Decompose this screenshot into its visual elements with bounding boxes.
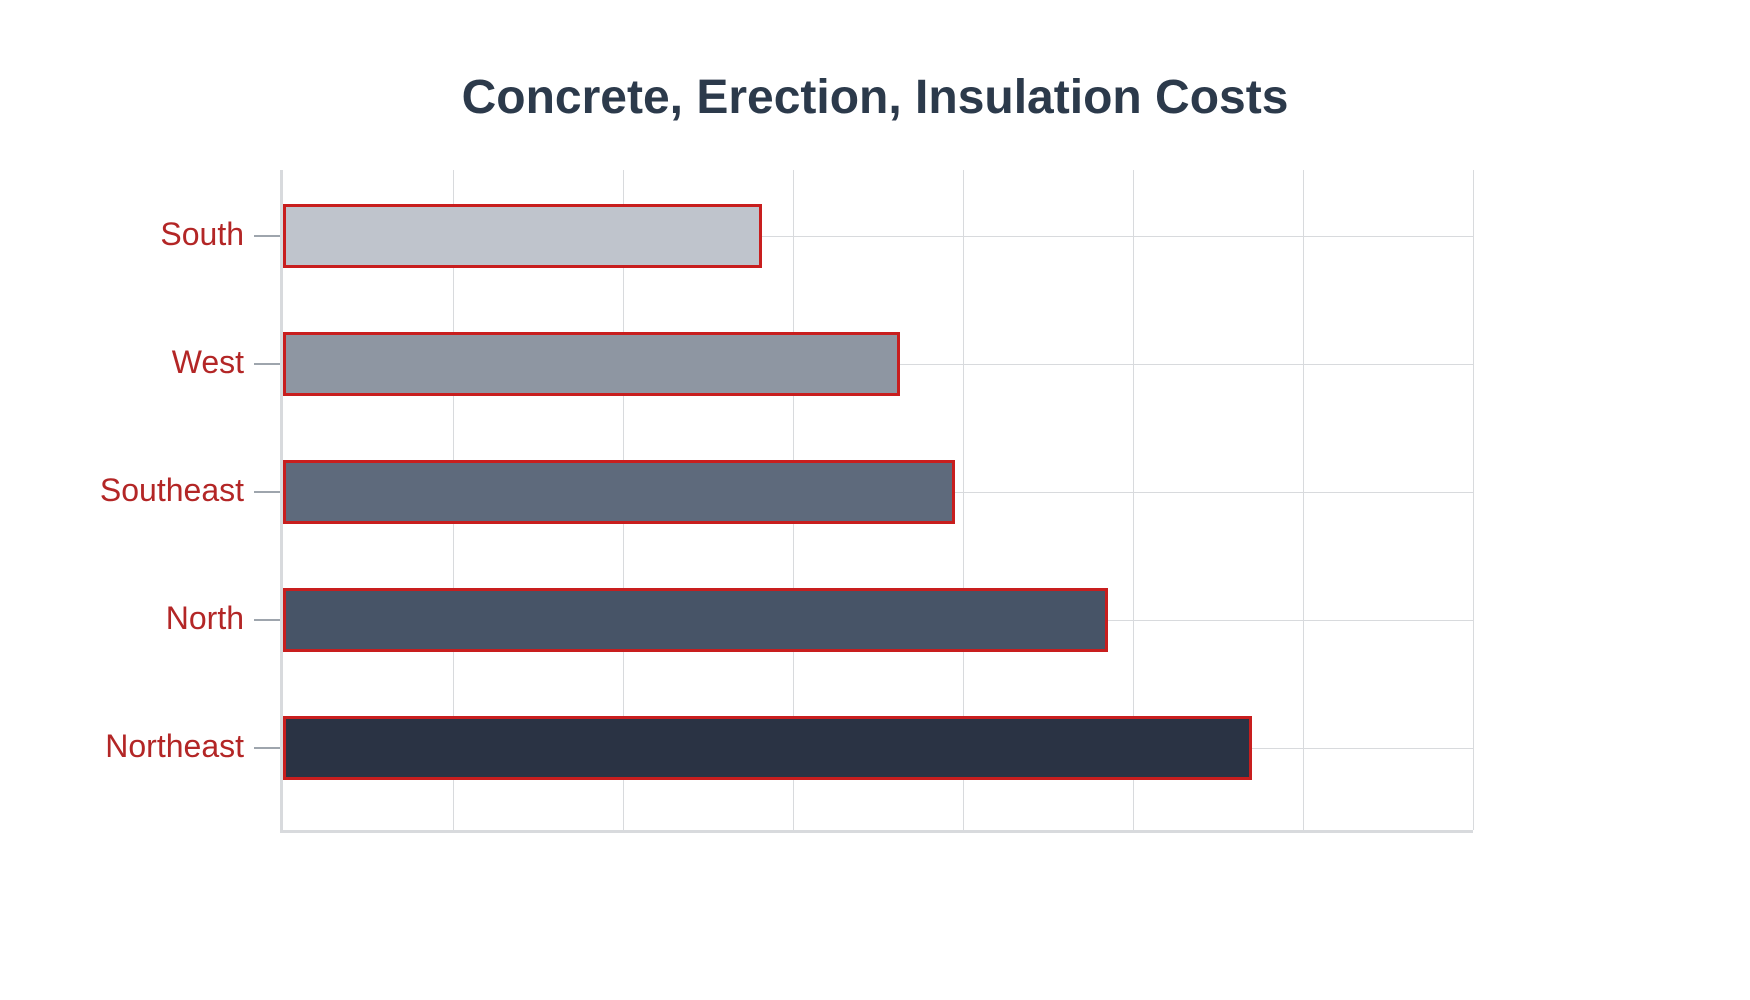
bar (283, 460, 955, 524)
bar (283, 716, 1252, 780)
y-axis-label: Southeast (100, 472, 244, 509)
y-axis-label: West (172, 344, 244, 381)
vertical-gridline (1473, 170, 1474, 830)
bar (283, 204, 762, 268)
y-axis-tick (254, 235, 280, 237)
y-axis-label: Northeast (105, 728, 244, 765)
y-axis-tick (254, 619, 280, 621)
y-axis-tick (254, 491, 280, 493)
y-axis-label: North (166, 600, 244, 637)
bar (283, 588, 1108, 652)
y-axis-tick (254, 363, 280, 365)
bar (283, 332, 900, 396)
y-axis-label: South (160, 216, 244, 253)
plot-area (280, 170, 1473, 833)
chart-container: South West Southeast North Northeast (0, 0, 1750, 1000)
vertical-gridline (1303, 170, 1304, 830)
y-axis-tick (254, 747, 280, 749)
